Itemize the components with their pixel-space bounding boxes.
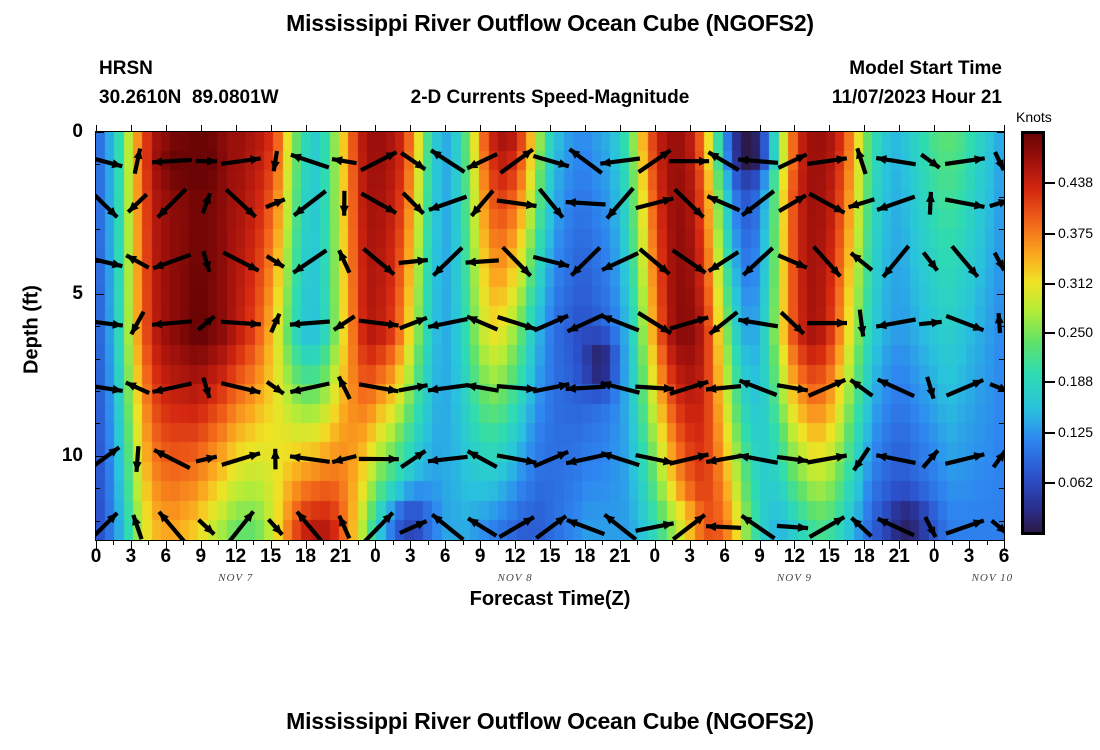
colorbar-tick bbox=[1045, 282, 1055, 285]
x-axis-tick-label: 6 bbox=[160, 546, 172, 567]
colorbar-tick bbox=[1045, 431, 1055, 434]
colorbar-tick-label: 0.250 bbox=[1058, 324, 1094, 340]
x-axis-tick bbox=[375, 540, 377, 549]
colorbar-tick bbox=[1045, 182, 1055, 185]
x-axis-tick bbox=[619, 540, 621, 549]
x-axis-tick-label: 21 bbox=[888, 546, 910, 567]
x-axis-tick-label: 18 bbox=[294, 546, 317, 567]
x-axis-tick bbox=[584, 540, 586, 549]
x-axis-day-label: NOV 8 bbox=[497, 572, 533, 584]
x-axis-tick bbox=[759, 540, 761, 549]
x-axis-title: Forecast Time(Z) bbox=[469, 588, 631, 610]
model-start-time-value: 11/07/2023 Hour 21 bbox=[831, 87, 1002, 108]
x-axis-tick-label: 15 bbox=[818, 546, 840, 567]
x-axis-tick-label: 9 bbox=[474, 546, 486, 567]
x-axis-day-label: NOV 9 bbox=[776, 572, 812, 584]
x-axis-tick bbox=[410, 540, 412, 549]
x-axis-tick bbox=[550, 540, 551, 549]
x-axis-tick-label: 6 bbox=[719, 546, 730, 567]
x-axis-tick-label: 0 bbox=[370, 546, 381, 567]
footer-title: Mississippi River Outflow Ocean Cube (NG… bbox=[286, 708, 814, 734]
x-axis-tick bbox=[899, 540, 901, 549]
x-axis-tick bbox=[200, 540, 202, 549]
x-axis-tick-label: 0 bbox=[649, 546, 661, 567]
x-axis-tick bbox=[480, 540, 482, 549]
x-axis-tick bbox=[515, 540, 517, 549]
y-axis-tick-label: 0 bbox=[72, 121, 83, 142]
x-axis-tick bbox=[445, 540, 447, 549]
x-axis-tick-label: 0 bbox=[90, 546, 102, 567]
colorbar-tick bbox=[1045, 232, 1055, 235]
x-axis-tick bbox=[829, 540, 831, 549]
x-axis-tick bbox=[130, 540, 132, 549]
x-axis-tick-label: 3 bbox=[405, 546, 416, 567]
speed-magnitude-heatmap bbox=[96, 132, 1004, 540]
x-axis-tick-label: 3 bbox=[125, 546, 137, 567]
y-axis-tick-label: 10 bbox=[61, 444, 83, 466]
x-axis-tick-label: 18 bbox=[574, 546, 596, 567]
x-axis-tick bbox=[96, 540, 97, 549]
x-axis-tick bbox=[1004, 540, 1005, 549]
page-title: Mississippi River Outflow Ocean Cube (NG… bbox=[286, 10, 814, 36]
x-axis-tick-label: 15 bbox=[539, 546, 561, 567]
x-axis-tick-label: 3 bbox=[963, 546, 975, 567]
x-axis-tick bbox=[305, 540, 307, 549]
x-axis-tick-label: 12 bbox=[504, 546, 526, 567]
colorbar-tick-label: 0.438 bbox=[1058, 174, 1094, 191]
x-axis-tick bbox=[794, 540, 796, 549]
x-axis-tick-label: 0 bbox=[928, 546, 940, 567]
x-axis-tick-label: 21 bbox=[609, 546, 631, 567]
x-axis-day-label: NOV 10 bbox=[971, 572, 1014, 584]
colorbar-tick bbox=[1045, 332, 1055, 334]
x-axis-tick-label: 18 bbox=[853, 546, 875, 567]
x-axis-tick bbox=[969, 540, 971, 549]
x-axis-tick-label: 12 bbox=[783, 546, 806, 567]
x-axis-tick bbox=[235, 540, 237, 549]
x-axis-tick-label: 21 bbox=[329, 546, 352, 567]
x-axis-tick bbox=[934, 540, 936, 549]
x-axis-tick bbox=[864, 540, 866, 549]
colorbar-tick-label: 0.188 bbox=[1058, 373, 1094, 390]
station-coordinates-label: 30.2610N 89.0801W bbox=[99, 87, 279, 108]
x-axis-tick bbox=[165, 540, 167, 549]
x-axis-tick-label: 9 bbox=[754, 546, 765, 567]
plot-subtitle: 2-D Currents Speed-Magnitude bbox=[410, 87, 690, 108]
colorbar-tick-label: 0.125 bbox=[1058, 423, 1094, 440]
station-id-label: HRSN bbox=[99, 58, 153, 79]
y-axis-title: Depth (ft) bbox=[20, 285, 43, 374]
x-axis-tick-label: 6 bbox=[439, 546, 451, 567]
x-axis-tick-label: 15 bbox=[260, 546, 282, 567]
x-axis-tick-label: 9 bbox=[195, 546, 207, 567]
colorbar-title: Knots bbox=[1016, 109, 1052, 125]
x-axis-tick-label: 3 bbox=[684, 546, 695, 567]
y-axis-tick-label: 5 bbox=[72, 282, 83, 304]
colorbar-tick-label: 0.062 bbox=[1058, 473, 1094, 490]
colorbar-gradient bbox=[1024, 134, 1042, 532]
x-axis-tick bbox=[270, 540, 272, 549]
colorbar-tick bbox=[1045, 481, 1055, 484]
colorbar-tick-label: 0.312 bbox=[1058, 274, 1094, 291]
heatmap-plot-area bbox=[95, 131, 1005, 541]
x-axis-day-label: NOV 7 bbox=[218, 572, 254, 584]
x-axis-tick bbox=[724, 540, 726, 549]
x-axis-tick-label: 12 bbox=[225, 546, 247, 567]
x-axis-tick bbox=[654, 540, 656, 549]
model-start-time-label: Model Start Time bbox=[849, 58, 1002, 79]
colorbar-tick-label: 0.375 bbox=[1058, 224, 1094, 241]
x-axis-tick bbox=[689, 540, 691, 549]
colorbar-tick bbox=[1045, 381, 1055, 384]
x-axis-tick-label: 6 bbox=[998, 546, 1010, 567]
x-axis-tick bbox=[340, 540, 342, 549]
colorbar bbox=[1021, 131, 1045, 535]
